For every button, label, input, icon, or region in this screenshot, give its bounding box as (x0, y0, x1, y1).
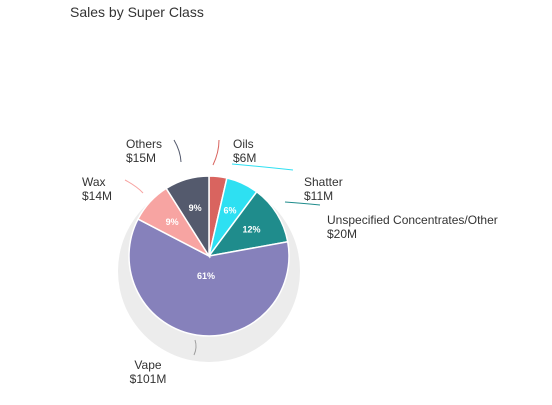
pct-label-shatter: 6% (223, 206, 236, 216)
leader-line-shatter (231, 163, 294, 171)
slice-value-unspecified-concentrates-other: $20M (327, 227, 357, 241)
slice-value-others: $15M (126, 151, 156, 165)
slice-name-unspecified-concentrates-other: Unspecified Concentrates/Other (327, 213, 498, 227)
pie-slice-unspecified-concentrates-other[interactable] (207, 190, 289, 258)
leader-line-unspecified-concentrates-other (284, 201, 321, 206)
pct-label-wax: 9% (166, 217, 179, 227)
leader-line-oils (212, 139, 220, 166)
slice-name-shatter: Shatter (304, 175, 343, 189)
slice-name-others: Others (126, 137, 162, 151)
pct-label-others: 9% (189, 203, 202, 213)
slice-value-oils: $6M (233, 151, 256, 165)
slice-value-wax: $14M (82, 189, 112, 203)
percent-labels: 6% 12% 61% 9% 9% (166, 203, 261, 281)
slice-value-shatter: $11M (304, 189, 333, 203)
slice-name-wax: Wax (82, 175, 106, 189)
pie-slice-others[interactable] (165, 175, 210, 259)
slice-labels: Oils$6M Shatter$11M Unspecified Concentrat… (82, 137, 498, 386)
pie-slices (128, 175, 290, 337)
slice-value-vape: $101M (130, 372, 167, 386)
slice-name-vape: Vape (134, 358, 161, 372)
chart-title: Sales by Super Class (70, 4, 204, 20)
slice-name-oils: Oils (233, 137, 254, 151)
pct-label-vape: 61% (197, 271, 215, 281)
leader-lines (124, 139, 321, 356)
leader-line-others (173, 139, 182, 163)
leader-line-vape (193, 339, 197, 356)
pct-label-unspecified-concentrates-other: 12% (242, 225, 260, 235)
leader-line-wax (124, 179, 144, 194)
pie-slice-vape[interactable] (128, 218, 290, 337)
